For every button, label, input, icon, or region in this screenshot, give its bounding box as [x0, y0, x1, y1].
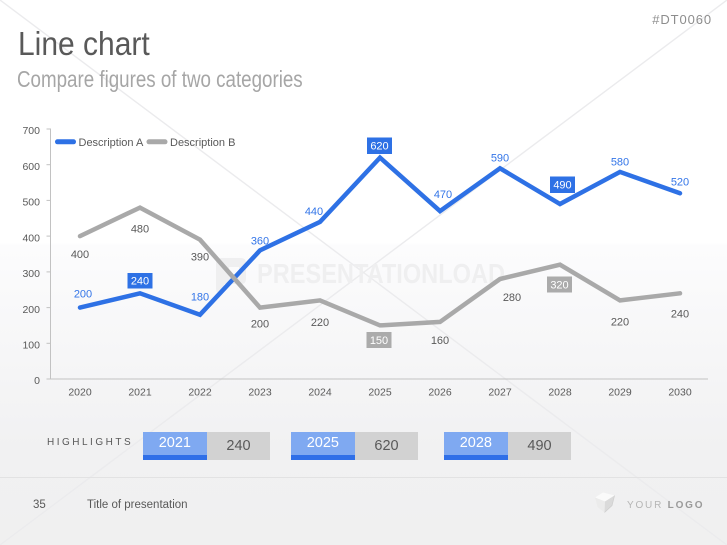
svg-text:Description A: Description A: [79, 137, 144, 149]
svg-text:2029: 2029: [608, 387, 632, 399]
svg-text:160: 160: [431, 335, 449, 347]
svg-text:2023: 2023: [248, 387, 272, 399]
svg-text:320: 320: [550, 280, 568, 292]
svg-text:0: 0: [34, 375, 40, 387]
svg-text:2021: 2021: [128, 387, 152, 399]
svg-text:2024: 2024: [308, 387, 332, 399]
svg-text:400: 400: [22, 232, 40, 244]
svg-text:150: 150: [370, 335, 388, 347]
svg-text:620: 620: [370, 141, 388, 153]
svg-text:590: 590: [491, 152, 509, 164]
svg-text:360: 360: [251, 235, 269, 247]
svg-text:200: 200: [251, 319, 269, 331]
svg-text:500: 500: [22, 197, 40, 209]
svg-text:Description B: Description B: [170, 137, 235, 149]
svg-text:400: 400: [71, 249, 89, 261]
svg-text:2030: 2030: [668, 387, 692, 399]
svg-text:470: 470: [434, 189, 452, 201]
svg-text:600: 600: [22, 161, 40, 173]
svg-text:580: 580: [611, 156, 629, 168]
svg-text:390: 390: [191, 252, 209, 264]
svg-text:300: 300: [22, 268, 40, 280]
svg-text:440: 440: [305, 206, 323, 218]
svg-text:2022: 2022: [188, 387, 212, 399]
svg-text:220: 220: [311, 317, 329, 329]
svg-text:520: 520: [671, 177, 689, 189]
svg-text:100: 100: [22, 340, 40, 352]
svg-text:200: 200: [22, 304, 40, 316]
svg-text:280: 280: [503, 292, 521, 304]
svg-text:2026: 2026: [428, 387, 452, 399]
svg-text:700: 700: [22, 125, 40, 137]
svg-text:240: 240: [131, 276, 149, 288]
svg-text:PRESENTATIONLOAD: PRESENTATIONLOAD: [257, 258, 505, 289]
svg-text:2027: 2027: [488, 387, 512, 399]
svg-text:2028: 2028: [548, 387, 572, 399]
svg-text:200: 200: [74, 289, 92, 301]
svg-text:180: 180: [191, 291, 209, 303]
svg-text:240: 240: [671, 308, 689, 320]
svg-text:490: 490: [553, 180, 571, 192]
svg-text:2025: 2025: [368, 387, 392, 399]
svg-text:2020: 2020: [68, 387, 92, 399]
svg-text:480: 480: [131, 223, 149, 235]
svg-text:220: 220: [611, 316, 629, 328]
